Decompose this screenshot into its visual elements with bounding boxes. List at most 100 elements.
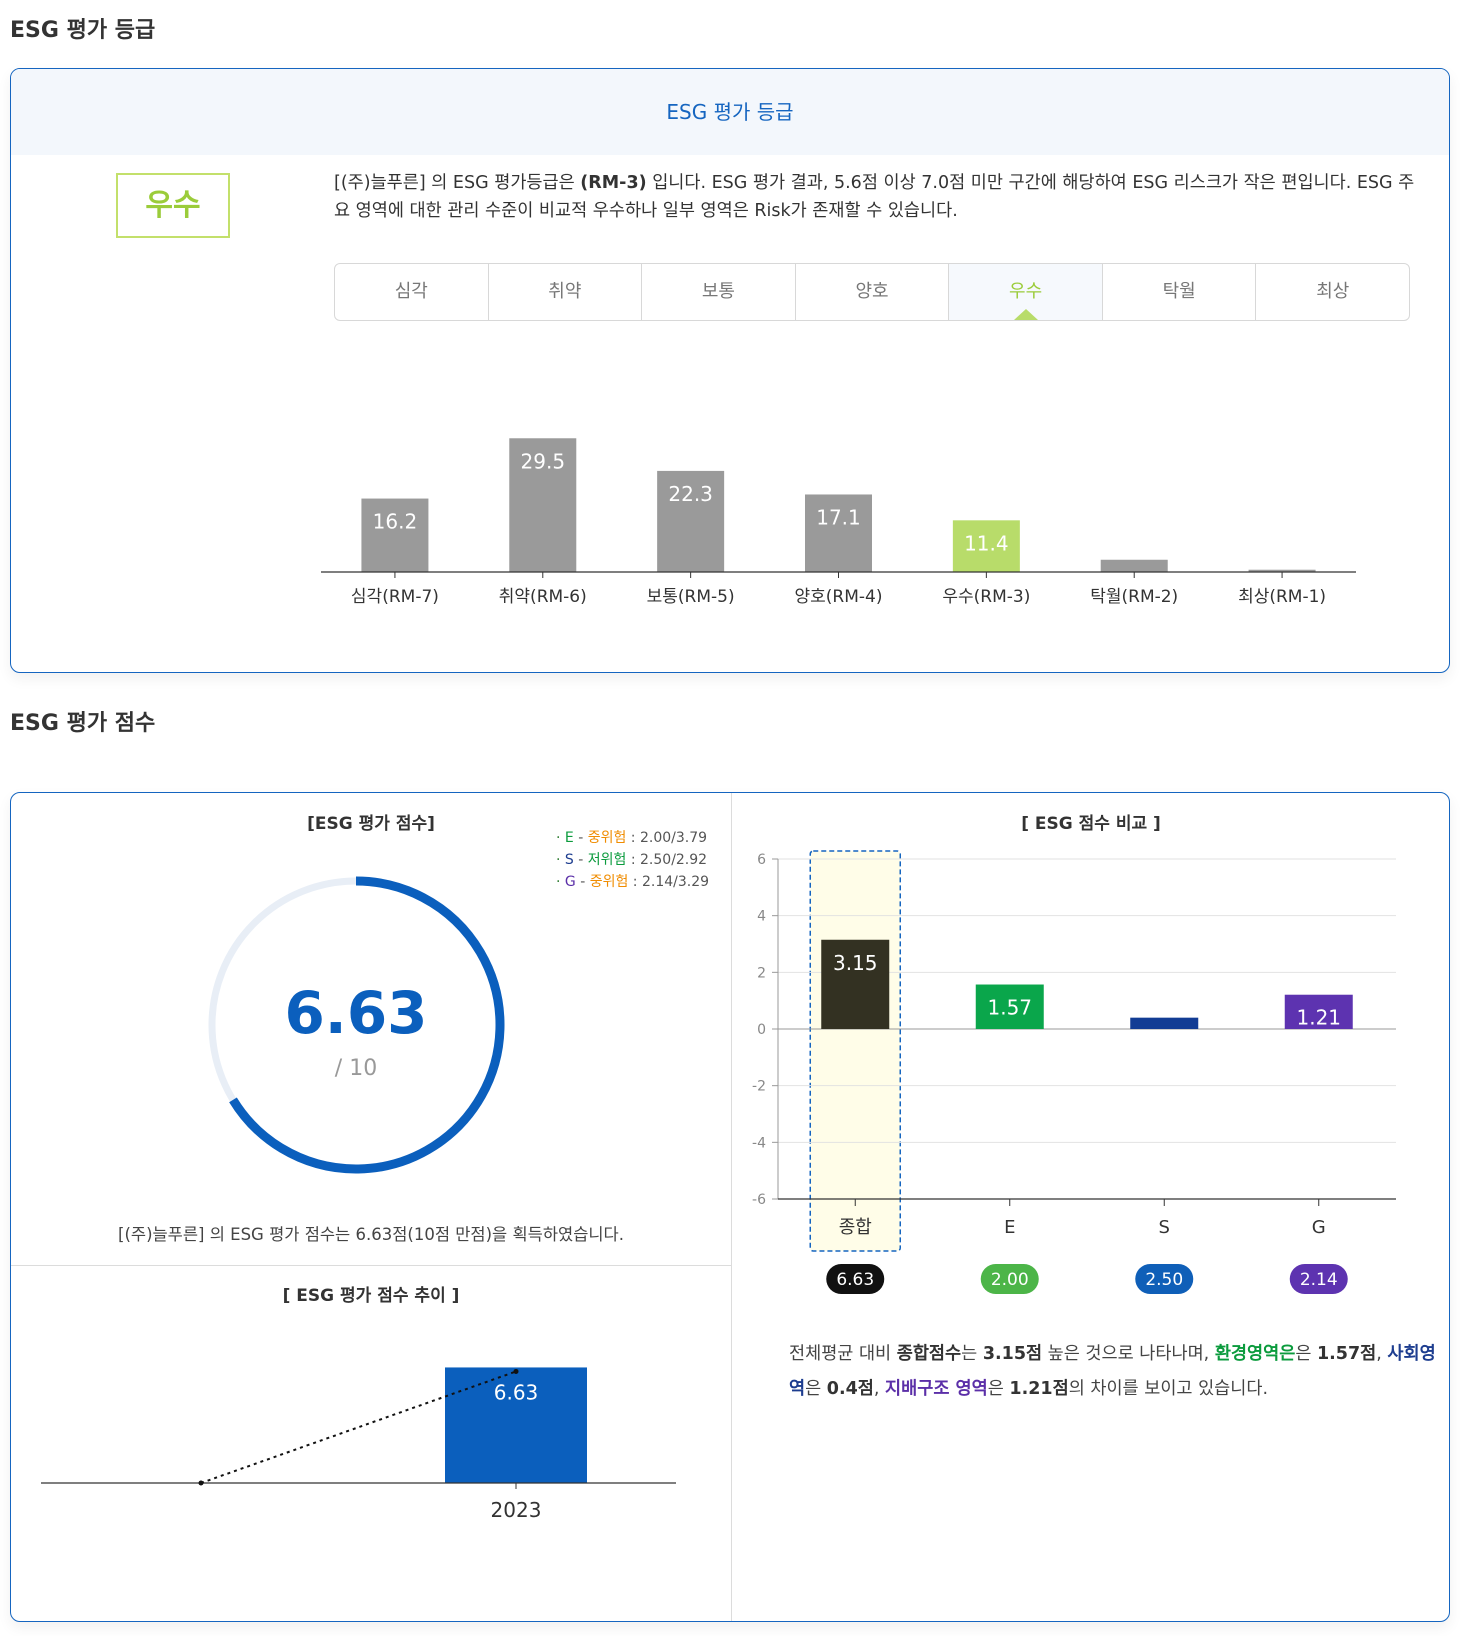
section-title-score: ESG 평가 점수	[10, 711, 156, 736]
grade-distribution-chart: 16.2 심각(RM-7) 29.5 취약(RM-6) 22.3 보통(RM-5) 17.1…	[321, 438, 1356, 607]
legend-value: 2.50/2.92	[640, 852, 708, 868]
compare-category-label-3: G	[1312, 1217, 1326, 1238]
grade-tab-2: 보통	[642, 264, 796, 320]
dist-category-label-4: 우수(RM-3)	[942, 587, 1030, 607]
gauge-title: [ESG 평가 점수]	[307, 814, 435, 834]
dist-value-label-0: 16.2	[373, 510, 418, 534]
compare-value-label-3: 1.21	[1296, 1006, 1341, 1030]
grade-badge: 우수	[116, 173, 230, 238]
gauge-max: / 10	[335, 1056, 377, 1081]
legend-bullet: ·	[556, 830, 565, 846]
compare-value-label-1: 1.57	[987, 996, 1032, 1020]
compare-category-label-1: E	[1004, 1217, 1015, 1238]
grade-tab-5: 탁월	[1103, 264, 1257, 320]
legend-sep: -	[573, 852, 588, 868]
dist-category-label-6: 최상(RM-1)	[1238, 587, 1326, 607]
compare-title: [ ESG 점수 비교 ]	[1021, 814, 1161, 834]
compare-ytick-label-2: -2	[752, 1079, 766, 1095]
dist-bar-2	[657, 470, 725, 572]
compare-ytick-label-5: 4	[757, 909, 766, 925]
compare-highlight-box	[809, 850, 901, 1252]
compare-ytick-label-6: 6	[757, 852, 766, 868]
score-summary: [(주)늘푸른] 의 ESG 평가 점수는 6.63점(10점 만점)을 획득하…	[118, 1225, 624, 1244]
dist-value-label-3: 17.1	[816, 505, 861, 529]
trend-value-label-0: 6.63	[494, 1380, 539, 1404]
compare-bar-3	[1284, 994, 1353, 1029]
dist-category-label-1: 취약(RM-6)	[499, 587, 587, 607]
dist-bar-5	[1100, 559, 1168, 572]
legend-sep: -	[573, 830, 588, 846]
compare-badge-label-1: 2.00	[991, 1270, 1029, 1290]
grade-scale-tabs: 심각 취약 보통 양호 우수 탁월 최상	[334, 263, 1410, 321]
trend-bar-0	[445, 1367, 587, 1483]
legend-row-E: · E - 중위험 : 2.00/3.79	[556, 827, 709, 849]
compare-badge-label-0: 6.63	[836, 1270, 874, 1290]
trend-title: [ ESG 평가 점수 추이 ]	[282, 1286, 460, 1306]
legend-value: 2.00/3.79	[639, 830, 708, 846]
compare-bar-1	[975, 984, 1044, 1029]
compare-bar-0	[821, 939, 890, 1029]
esg-risk-legend: · E - 중위험 : 2.00/3.79 · S - 저위험 : 2.50/2.…	[556, 827, 709, 893]
horizontal-divider	[11, 1265, 731, 1266]
legend-sep: :	[628, 874, 642, 890]
grade-description: [(주)늘푸른] 의 ESG 평가등급은 (RM-3) 입니다. ESG 평가 …	[334, 173, 1415, 221]
legend-bullet: ·	[556, 874, 565, 890]
dist-value-label-2: 22.3	[668, 482, 713, 506]
compare-ytick-label-1: -4	[752, 1135, 766, 1151]
dist-bar-6	[1248, 569, 1316, 572]
legend-letter: S	[564, 852, 574, 868]
compare-badge-0	[826, 1264, 885, 1294]
compare-badge-3	[1289, 1264, 1348, 1294]
compare-badge-label-2: 2.50	[1145, 1270, 1183, 1290]
score-card: [ESG 평가 점수] · E - 중위험 : 2.00/3.79 · S - 저…	[10, 792, 1450, 1622]
dist-category-label-2: 보통(RM-5)	[647, 587, 735, 607]
compare-category-label-2: S	[1159, 1217, 1170, 1238]
vertical-divider	[731, 793, 732, 1621]
grade-tab-1: 취약	[489, 264, 643, 320]
compare-category-label-0: 종합	[839, 1217, 872, 1238]
trend-category-label-0: 2023	[491, 1498, 542, 1522]
compare-ytick-label-0: -6	[752, 1192, 766, 1208]
gauge-fill	[229, 876, 505, 1174]
compare-badge-label-3: 2.14	[1300, 1270, 1338, 1290]
legend-risk: 중위험	[587, 830, 627, 846]
dist-bar-4	[952, 520, 1020, 572]
score-trend-chart: 6.63 2023	[41, 1367, 676, 1522]
dist-category-label-3: 양호(RM-4)	[795, 587, 883, 607]
compare-ytick-label-4: 2	[757, 965, 766, 981]
dist-category-label-5: 탁월(RM-2)	[1090, 587, 1178, 607]
legend-sep: -	[575, 874, 590, 890]
grade-tab-3: 양호	[796, 264, 950, 320]
legend-bullet: ·	[556, 852, 565, 868]
gauge-score: 6.63	[284, 979, 427, 1047]
section-title-grade: ESG 평가 등급	[10, 18, 156, 43]
dist-value-label-1: 29.5	[521, 449, 566, 473]
legend-row-G: · G - 중위험 : 2.14/3.29	[556, 871, 709, 893]
compare-bar-2	[1130, 1017, 1199, 1029]
trend-point-1	[513, 1368, 519, 1374]
compare-description: 전체평균 대비 종합점수는 3.15점 높은 것으로 나타나며, 환경영역은은 …	[789, 1344, 1436, 1399]
legend-letter: E	[564, 830, 574, 846]
score-gauge: 6.63 / 10	[208, 876, 505, 1174]
legend-sep: :	[626, 830, 640, 846]
grade-tab-4: 우수	[949, 264, 1103, 320]
grade-tab-6: 최상	[1316, 281, 1350, 302]
dist-bar-3	[805, 494, 872, 572]
legend-sep: :	[626, 852, 641, 868]
dist-category-label-0: 심각(RM-7)	[351, 587, 439, 607]
trend-point-0	[198, 1480, 204, 1486]
grade-tab-0: 심각	[335, 264, 489, 320]
legend-letter: G	[564, 874, 576, 890]
compare-ytick-label-3: 0	[757, 1022, 766, 1038]
compare-badge-1	[980, 1264, 1039, 1294]
compare-value-label-0: 3.15	[833, 951, 878, 975]
compare-badge-2	[1135, 1264, 1194, 1294]
legend-risk: 저위험	[587, 852, 627, 868]
score-compare-chart: -6 -4 -2 0 2 4 6 3.15 종합 6.63 1.57 E 2.00 S 2.50 1.21 G 2…	[752, 850, 1396, 1294]
legend-value: 2.14/3.29	[641, 874, 710, 890]
grade-card: ESG 평가 등급 우수 [(주)늘푸른] 의 ESG 평가등급은 (RM-3)…	[10, 68, 1450, 673]
dist-bar-0	[361, 498, 429, 572]
grade-card-title: ESG 평가 등급	[11, 69, 1449, 155]
legend-risk: 중위험	[589, 874, 629, 890]
dist-bar-1	[509, 438, 577, 572]
